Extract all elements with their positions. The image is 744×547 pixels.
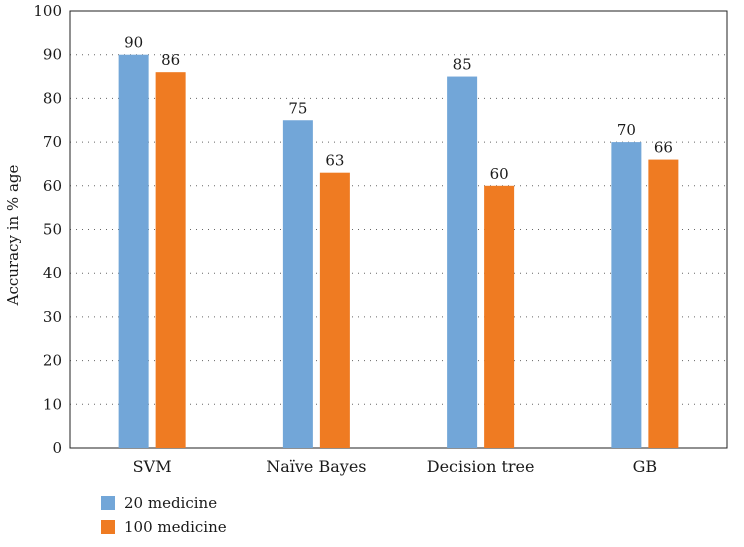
data-label: 90 (124, 34, 143, 52)
y-tick-label: 0 (52, 439, 62, 457)
y-tick-label: 20 (43, 352, 62, 370)
y-tick-label: 10 (43, 395, 62, 413)
x-tick-label: GB (633, 457, 658, 476)
legend-swatch-series-1 (101, 496, 115, 510)
bar (484, 185, 515, 449)
y-tick-label: 50 (43, 221, 62, 239)
data-label: 75 (288, 99, 307, 117)
y-tick-label: 100 (33, 2, 62, 20)
bar (118, 54, 149, 448)
plot-frame (69, 10, 728, 449)
legend: 20 medicine 100 medicine (101, 491, 227, 539)
legend-label-series-2: 100 medicine (124, 518, 227, 536)
x-tick-label: SVM (133, 457, 172, 476)
bar (155, 72, 186, 449)
bar (611, 142, 642, 448)
bar (282, 120, 313, 448)
data-label: 66 (654, 139, 673, 157)
y-tick-label: 80 (43, 89, 62, 107)
data-label: 63 (325, 152, 344, 170)
bars (118, 54, 679, 449)
x-tick-label: Decision tree (427, 457, 535, 476)
data-labels: 90 86 75 63 85 60 70 66 (124, 34, 673, 183)
bar (648, 159, 679, 448)
y-axis-label: Accuracy in % age (4, 165, 22, 307)
axes (69, 10, 728, 449)
data-label: 70 (617, 121, 636, 139)
bar (447, 76, 478, 449)
x-tick-labels: SVM Naïve Bayes Decision tree GB (133, 457, 657, 476)
legend-swatch-series-2 (101, 520, 115, 534)
x-tick-label: Naïve Bayes (266, 457, 366, 476)
data-label: 60 (490, 165, 509, 183)
y-tick-label: 40 (43, 264, 62, 282)
data-label: 85 (453, 56, 472, 74)
legend-item: 20 medicine (101, 491, 227, 515)
legend-label-series-1: 20 medicine (124, 494, 218, 512)
data-label: 86 (161, 51, 180, 69)
y-tick-label: 30 (43, 308, 62, 326)
y-tick-label: 70 (43, 133, 62, 151)
y-tick-labels: 0 10 20 30 40 50 60 70 80 90 100 (33, 2, 62, 457)
y-tick-label: 60 (43, 177, 62, 195)
y-tick-label: 90 (43, 46, 62, 64)
bar (319, 172, 350, 448)
legend-item: 100 medicine (101, 515, 227, 539)
